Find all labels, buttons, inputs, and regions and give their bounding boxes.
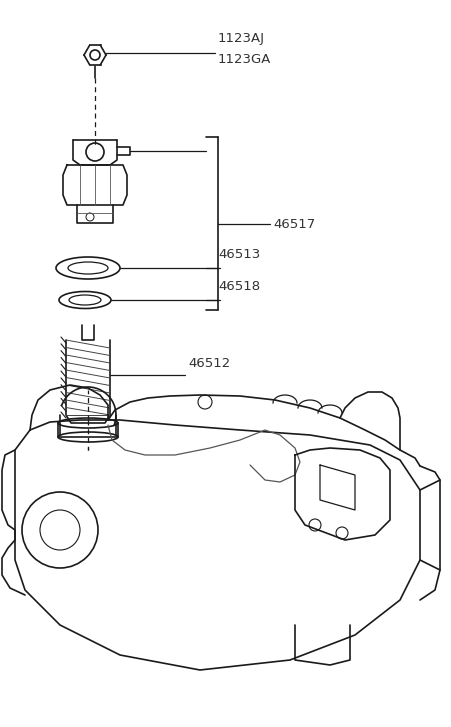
Text: 46517: 46517 <box>273 219 315 231</box>
Text: 46513: 46513 <box>218 248 260 261</box>
Ellipse shape <box>59 292 111 308</box>
Ellipse shape <box>68 262 108 274</box>
Text: 1123AJ: 1123AJ <box>218 32 265 45</box>
Ellipse shape <box>56 257 120 279</box>
Ellipse shape <box>58 432 118 442</box>
Text: 46518: 46518 <box>218 280 260 293</box>
Text: 1123GA: 1123GA <box>218 53 272 66</box>
Ellipse shape <box>58 418 118 428</box>
Ellipse shape <box>69 295 101 305</box>
Text: 46512: 46512 <box>188 357 230 370</box>
